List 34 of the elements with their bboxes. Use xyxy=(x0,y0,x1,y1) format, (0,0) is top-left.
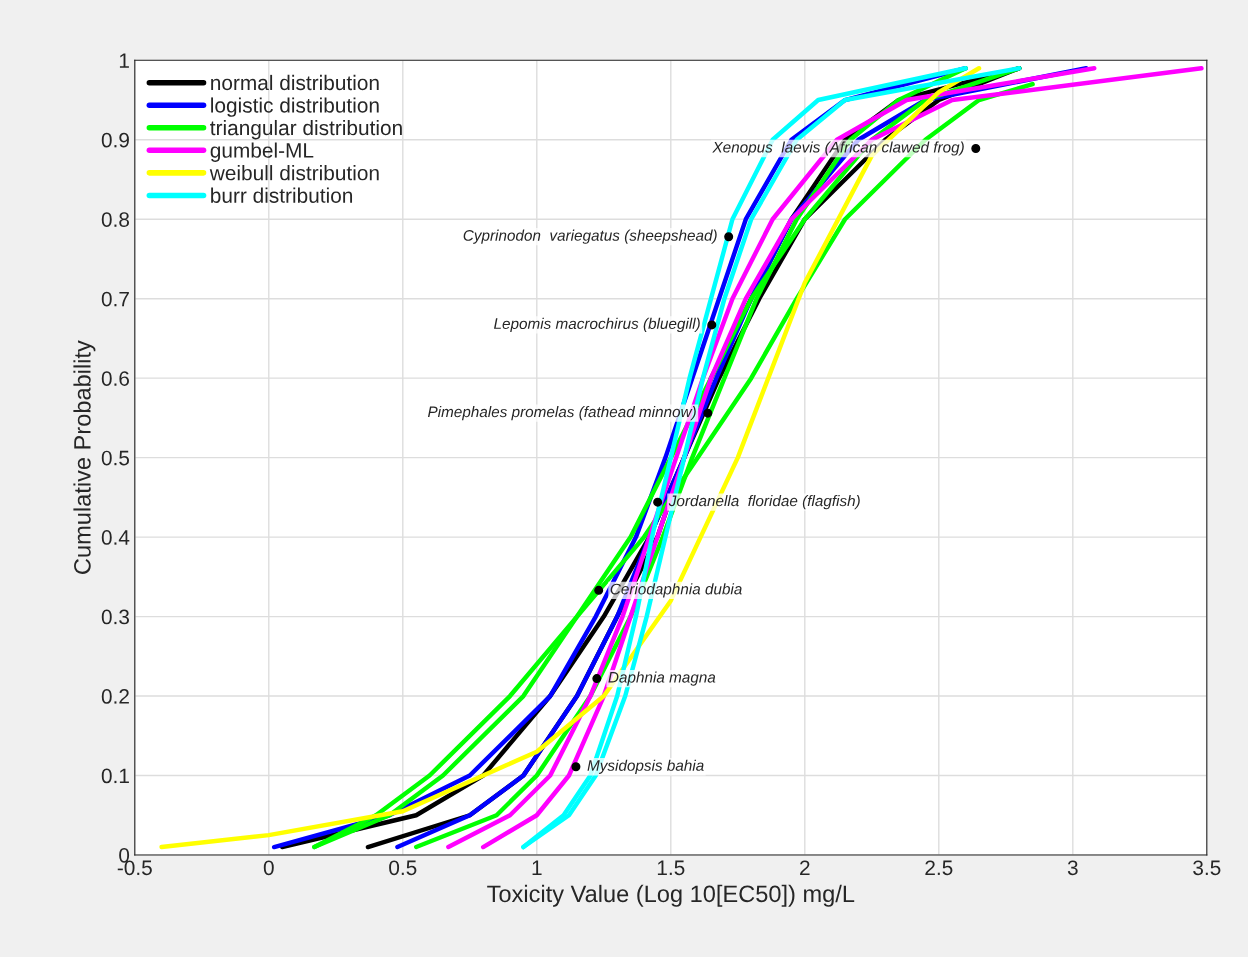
y-tick-label: 0.1 xyxy=(101,768,129,784)
y-tick-label: 0.9 xyxy=(101,132,129,148)
legend-label: logistic distribution xyxy=(211,97,379,117)
legend-label: gumbel-ML xyxy=(210,142,314,162)
x-tick-label: 2.5 xyxy=(925,860,953,876)
x-tick-label: 0 xyxy=(263,860,274,876)
y-tick-label: 0.3 xyxy=(101,609,130,625)
x-tick-label: 1.5 xyxy=(657,860,685,876)
x-axis-title: Toxicity Value (Log 10[EC50]) mg/L xyxy=(487,884,855,907)
y-tick-label: 0.6 xyxy=(101,371,130,386)
x-tick-label: 2 xyxy=(800,860,810,875)
x-tick-label: 1 xyxy=(532,860,542,875)
annotation: Ceriodaphnia dubia xyxy=(610,583,742,598)
legend-label: triangular distribution xyxy=(210,119,402,140)
y-axis-title: Cumulative Probability xyxy=(73,340,96,574)
annotation: Daphnia magna xyxy=(608,671,716,686)
annotation: Xenopus laevis (African clawed frog) xyxy=(712,141,964,156)
annotation: Mysidopsis bahia xyxy=(587,759,704,774)
x-tick-label: 3 xyxy=(1067,860,1078,876)
legend-label: burr distribution xyxy=(211,187,353,203)
annotation: Jordanella floridae (flagfish) xyxy=(668,495,860,510)
annotation: Cyprinodon variegatus (sheepshead) xyxy=(463,229,717,244)
annotation: Pimephales promelas (fathead minnow) xyxy=(427,406,696,421)
y-tick-label: 0.8 xyxy=(101,212,130,227)
y-tick-label: 0.2 xyxy=(101,689,129,704)
y-tick-label: 0.5 xyxy=(101,450,130,466)
y-tick-label: 1 xyxy=(119,53,129,68)
x-tick-label: 3.5 xyxy=(1193,860,1221,876)
y-tick-label: 0.7 xyxy=(101,291,129,307)
x-tick-label: 0.5 xyxy=(389,860,417,876)
y-tick-label: 0.4 xyxy=(101,530,130,545)
legend-label: normal distribution xyxy=(211,74,379,91)
annotation: Lepomis macrochirus (bluegill) xyxy=(494,317,700,333)
legend-label: weibull distribution xyxy=(209,165,379,181)
